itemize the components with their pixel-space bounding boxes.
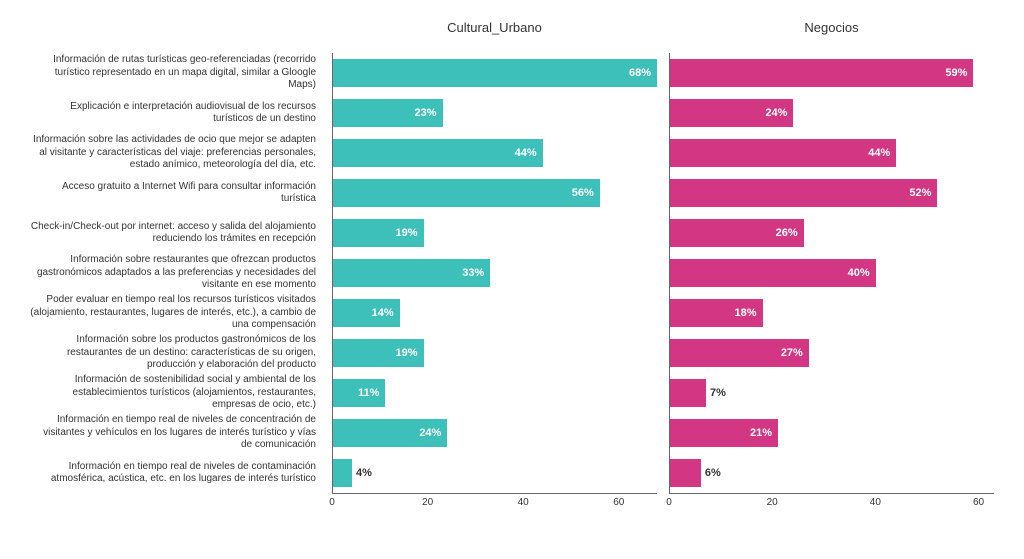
category-label: Información sobre las actividades de oci… — [30, 133, 320, 173]
category-label: Información de rutas turísticas geo-refe… — [30, 53, 320, 93]
x-tick: 60 — [973, 497, 984, 508]
bar-value-label: 19% — [395, 227, 417, 239]
bar-value-label: 33% — [462, 267, 484, 279]
comparison-bar-chart: Cultural_Urbano Negocios Información de ru… — [30, 20, 994, 513]
bar-value-label: 44% — [868, 147, 890, 159]
bar-value-label: 24% — [419, 427, 441, 439]
bar — [670, 139, 896, 167]
bar — [670, 59, 973, 87]
x-axis: 0 20 40 60 — [332, 493, 657, 513]
bar-cell: 59% — [669, 53, 994, 93]
x-tick: 0 — [666, 497, 672, 508]
bar-cell: 27% — [669, 333, 994, 373]
bar-value-label: 4% — [356, 467, 372, 479]
bar-cell: 11% — [332, 373, 657, 413]
bar — [670, 179, 937, 207]
panel-header: Negocios — [669, 20, 994, 53]
bar-cell: 24% — [332, 413, 657, 453]
x-tick: 0 — [329, 497, 335, 508]
bar-cell: 56% — [332, 173, 657, 213]
bar-cell: 7% — [669, 373, 994, 413]
bar-cell: 18% — [669, 293, 994, 333]
category-label: Check-in/Check-out por internet: acceso … — [30, 213, 320, 253]
bar — [333, 59, 657, 87]
bar-value-label: 44% — [515, 147, 537, 159]
bar — [670, 259, 876, 287]
bar-cell: 19% — [332, 333, 657, 373]
bar — [333, 459, 352, 487]
bar-value-label: 56% — [572, 187, 594, 199]
bar-value-label: 68% — [629, 67, 651, 79]
category-label: Acceso gratuito a Internet Wifi para con… — [30, 173, 320, 213]
bar-value-label: 19% — [395, 347, 417, 359]
category-label: Información sobre restaurantes que ofrez… — [30, 253, 320, 293]
bar-cell: 44% — [332, 133, 657, 173]
x-tick: 60 — [613, 497, 624, 508]
bar-value-label: 7% — [710, 387, 726, 399]
bar-value-label: 24% — [765, 107, 787, 119]
x-tick: 40 — [518, 497, 529, 508]
x-tick: 20 — [767, 497, 778, 508]
bar-value-label: 27% — [781, 347, 803, 359]
axis-spacer — [30, 493, 320, 513]
bar-value-label: 26% — [776, 227, 798, 239]
bar-cell: 26% — [669, 213, 994, 253]
bar-cell: 24% — [669, 93, 994, 133]
bar-cell: 21% — [669, 413, 994, 453]
category-label: Información en tiempo real de niveles de… — [30, 453, 320, 493]
bar-cell: 6% — [669, 453, 994, 493]
bar-value-label: 6% — [705, 467, 721, 479]
bar-value-label: 59% — [945, 67, 967, 79]
bar-cell: 19% — [332, 213, 657, 253]
header-spacer — [30, 20, 320, 53]
bar-value-label: 11% — [358, 387, 379, 399]
bar-cell: 14% — [332, 293, 657, 333]
bar-cell: 33% — [332, 253, 657, 293]
bar-cell: 44% — [669, 133, 994, 173]
category-label: Poder evaluar en tiempo real los recurso… — [30, 293, 320, 333]
bar-value-label: 52% — [909, 187, 931, 199]
bar-value-label: 18% — [735, 307, 757, 319]
bar-cell: 68% — [332, 53, 657, 93]
bar-value-label: 40% — [848, 267, 870, 279]
bar-cell: 23% — [332, 93, 657, 133]
bar-cell: 52% — [669, 173, 994, 213]
bar-cell: 4% — [332, 453, 657, 493]
x-tick: 20 — [422, 497, 433, 508]
bar — [670, 459, 701, 487]
x-axis: 0 20 40 60 — [669, 493, 994, 513]
bar — [670, 379, 706, 407]
category-label: Información de sostenibilidad social y a… — [30, 373, 320, 413]
x-tick: 40 — [870, 497, 881, 508]
category-label: Explicación e interpretación audiovisual… — [30, 93, 320, 133]
bar — [333, 139, 543, 167]
bar-value-label: 14% — [372, 307, 394, 319]
bar — [333, 179, 600, 207]
category-label: Información sobre los productos gastronó… — [30, 333, 320, 373]
bar-value-label: 21% — [750, 427, 772, 439]
category-label: Información en tiempo real de niveles de… — [30, 413, 320, 453]
bar-value-label: 23% — [415, 107, 437, 119]
panel-header: Cultural_Urbano — [332, 20, 657, 53]
bar-cell: 40% — [669, 253, 994, 293]
